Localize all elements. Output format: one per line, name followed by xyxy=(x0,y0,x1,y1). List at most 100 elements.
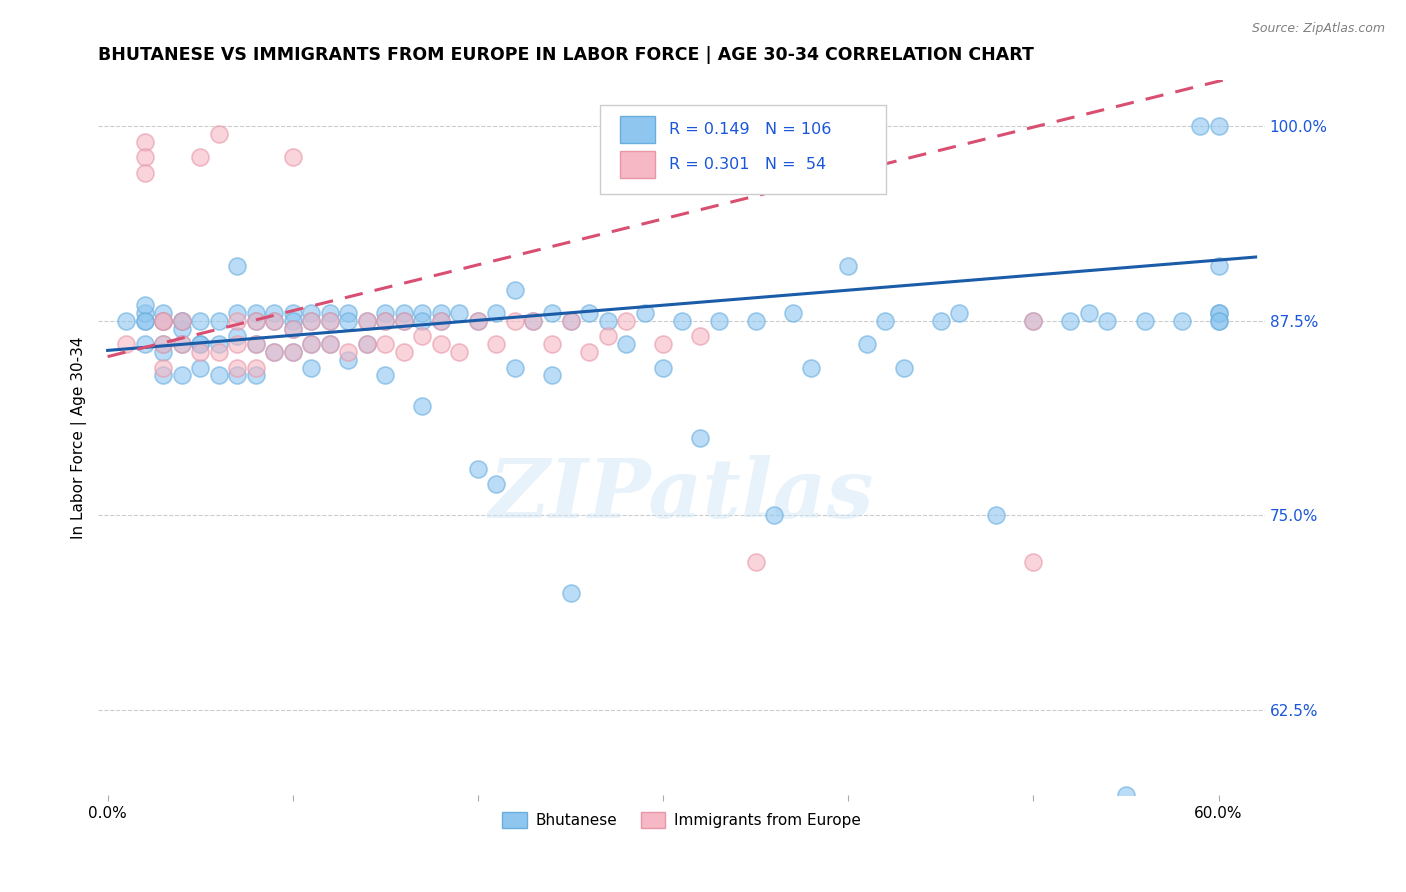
Point xyxy=(245,306,267,320)
Point xyxy=(614,314,637,328)
Point xyxy=(689,329,711,343)
Point xyxy=(226,306,249,320)
Point xyxy=(170,368,193,383)
Point xyxy=(578,345,600,359)
Point xyxy=(299,314,322,328)
Point xyxy=(170,321,193,335)
Point xyxy=(744,314,766,328)
Point xyxy=(596,329,619,343)
Point xyxy=(115,314,138,328)
Point xyxy=(430,306,453,320)
Text: Source: ZipAtlas.com: Source: ZipAtlas.com xyxy=(1251,22,1385,36)
Point xyxy=(1189,120,1212,134)
Point xyxy=(245,368,267,383)
Point xyxy=(263,345,285,359)
Point xyxy=(986,508,1008,523)
FancyBboxPatch shape xyxy=(620,151,655,178)
Point xyxy=(245,314,267,328)
Point xyxy=(411,314,433,328)
Point xyxy=(614,337,637,351)
Point xyxy=(374,337,396,351)
Point xyxy=(281,321,304,335)
Point xyxy=(319,337,342,351)
Point xyxy=(744,555,766,569)
Legend: Bhutanese, Immigrants from Europe: Bhutanese, Immigrants from Europe xyxy=(496,805,868,834)
Point xyxy=(208,345,231,359)
Point xyxy=(596,314,619,328)
Point xyxy=(374,314,396,328)
Point xyxy=(115,337,138,351)
Text: R = 0.301   N =  54: R = 0.301 N = 54 xyxy=(669,157,825,171)
Point xyxy=(485,477,508,491)
Point xyxy=(1022,555,1045,569)
Point xyxy=(671,314,693,328)
Point xyxy=(281,345,304,359)
Point xyxy=(1133,314,1156,328)
Point xyxy=(152,368,174,383)
Point xyxy=(337,314,360,328)
Point xyxy=(245,314,267,328)
Point xyxy=(188,345,211,359)
Point xyxy=(392,314,415,328)
Point xyxy=(578,306,600,320)
Y-axis label: In Labor Force | Age 30-34: In Labor Force | Age 30-34 xyxy=(72,336,87,539)
Point xyxy=(948,306,970,320)
Point xyxy=(1022,314,1045,328)
Point xyxy=(299,360,322,375)
Point xyxy=(319,337,342,351)
Point xyxy=(134,166,156,180)
Point xyxy=(152,345,174,359)
Point xyxy=(299,306,322,320)
FancyBboxPatch shape xyxy=(600,104,886,194)
Point xyxy=(170,314,193,328)
Point xyxy=(1078,306,1101,320)
Point xyxy=(299,337,322,351)
Point xyxy=(245,337,267,351)
Point xyxy=(430,314,453,328)
Point xyxy=(208,314,231,328)
Point xyxy=(392,306,415,320)
Point xyxy=(263,306,285,320)
Point xyxy=(226,360,249,375)
Point xyxy=(800,360,823,375)
Point xyxy=(1022,314,1045,328)
Point xyxy=(319,314,342,328)
Point xyxy=(392,314,415,328)
Point xyxy=(134,337,156,351)
Point xyxy=(299,337,322,351)
Point xyxy=(689,431,711,445)
Point xyxy=(134,135,156,149)
Point xyxy=(263,314,285,328)
Point xyxy=(281,151,304,165)
Point xyxy=(374,314,396,328)
Point xyxy=(392,345,415,359)
Point xyxy=(170,337,193,351)
Point xyxy=(1208,314,1230,328)
Point xyxy=(374,306,396,320)
Point xyxy=(208,127,231,141)
Point xyxy=(134,314,156,328)
Point xyxy=(152,337,174,351)
Point xyxy=(633,306,655,320)
Point xyxy=(837,260,859,274)
Point xyxy=(652,360,675,375)
Point xyxy=(337,352,360,367)
Point xyxy=(893,360,915,375)
Point xyxy=(188,151,211,165)
Point xyxy=(1208,306,1230,320)
Point xyxy=(707,314,730,328)
Point xyxy=(430,337,453,351)
Point xyxy=(855,337,877,351)
Point xyxy=(541,337,564,351)
Point xyxy=(1170,314,1192,328)
Text: R = 0.149   N = 106: R = 0.149 N = 106 xyxy=(669,122,831,137)
Point xyxy=(1115,789,1137,803)
Text: BHUTANESE VS IMMIGRANTS FROM EUROPE IN LABOR FORCE | AGE 30-34 CORRELATION CHART: BHUTANESE VS IMMIGRANTS FROM EUROPE IN L… xyxy=(98,46,1035,64)
Point xyxy=(467,314,489,328)
Point xyxy=(449,306,471,320)
Point xyxy=(560,314,582,328)
Point xyxy=(485,337,508,351)
Point xyxy=(226,329,249,343)
Point xyxy=(337,345,360,359)
Point xyxy=(929,314,952,328)
